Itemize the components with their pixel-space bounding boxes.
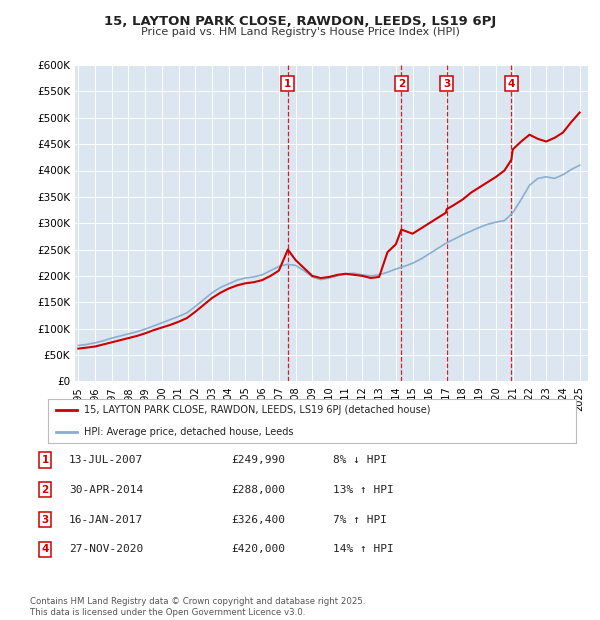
Text: 4: 4 xyxy=(41,544,49,554)
Text: 7% ↑ HPI: 7% ↑ HPI xyxy=(333,515,387,525)
Text: £326,400: £326,400 xyxy=(231,515,285,525)
Text: 30-APR-2014: 30-APR-2014 xyxy=(69,485,143,495)
Text: HPI: Average price, detached house, Leeds: HPI: Average price, detached house, Leed… xyxy=(84,427,293,437)
Text: 15, LAYTON PARK CLOSE, RAWDON, LEEDS, LS19 6PJ: 15, LAYTON PARK CLOSE, RAWDON, LEEDS, LS… xyxy=(104,16,496,29)
Text: 2: 2 xyxy=(41,485,49,495)
Text: 13-JUL-2007: 13-JUL-2007 xyxy=(69,455,143,465)
Text: 1: 1 xyxy=(41,455,49,465)
Text: 3: 3 xyxy=(41,515,49,525)
Text: 8% ↓ HPI: 8% ↓ HPI xyxy=(333,455,387,465)
Text: 4: 4 xyxy=(508,79,515,89)
Text: Contains HM Land Registry data © Crown copyright and database right 2025.
This d: Contains HM Land Registry data © Crown c… xyxy=(30,598,365,617)
Text: 3: 3 xyxy=(443,79,450,89)
Text: 27-NOV-2020: 27-NOV-2020 xyxy=(69,544,143,554)
Text: 2: 2 xyxy=(398,79,405,89)
Text: 1: 1 xyxy=(284,79,292,89)
Text: Price paid vs. HM Land Registry's House Price Index (HPI): Price paid vs. HM Land Registry's House … xyxy=(140,27,460,37)
Text: 14% ↑ HPI: 14% ↑ HPI xyxy=(333,544,394,554)
Text: £288,000: £288,000 xyxy=(231,485,285,495)
Text: 13% ↑ HPI: 13% ↑ HPI xyxy=(333,485,394,495)
Text: £249,990: £249,990 xyxy=(231,455,285,465)
Text: £420,000: £420,000 xyxy=(231,544,285,554)
Text: 15, LAYTON PARK CLOSE, RAWDON, LEEDS, LS19 6PJ (detached house): 15, LAYTON PARK CLOSE, RAWDON, LEEDS, LS… xyxy=(84,405,430,415)
Text: 16-JAN-2017: 16-JAN-2017 xyxy=(69,515,143,525)
